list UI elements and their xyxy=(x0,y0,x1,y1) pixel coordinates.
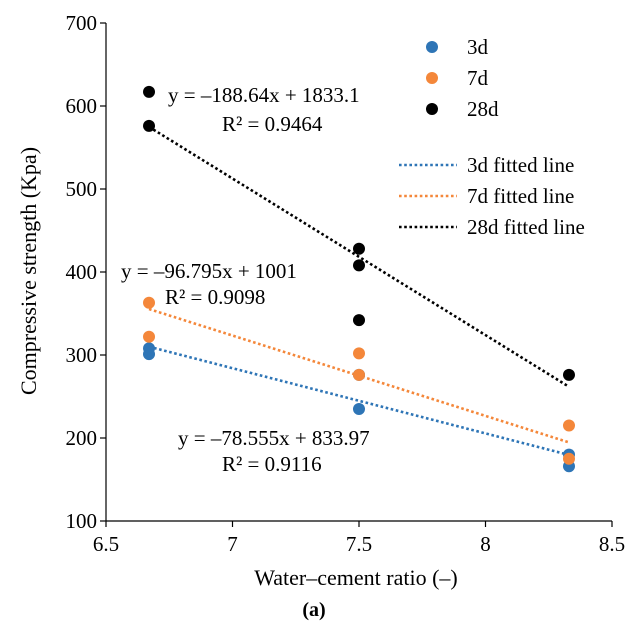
equation-7d: y = –96.795x + 1001 xyxy=(121,259,297,283)
legend-marker-28d xyxy=(426,103,438,115)
data-points xyxy=(143,85,575,473)
point-3d xyxy=(143,348,156,361)
annotations: y = –188.64x + 1833.1 R² = 0.9464 y = –9… xyxy=(121,83,370,476)
legend-marker-3d xyxy=(426,41,438,53)
figure-caption: (a) xyxy=(302,599,325,621)
legend-label-7d: 7d xyxy=(467,66,489,90)
point-28d xyxy=(353,259,365,272)
y-tick-label: 400 xyxy=(66,260,98,284)
x-axis-label: Water–cement ratio (–) xyxy=(254,565,457,590)
point-28d xyxy=(143,119,156,132)
y-tick-label: 600 xyxy=(66,94,98,118)
y-tick-label: 500 xyxy=(66,177,98,201)
y-tick-label: 300 xyxy=(66,343,98,367)
point-7d xyxy=(562,419,575,432)
axes: 100 200 300 400 500 600 700 6.5 7 7.5 8 8.5 xyxy=(66,11,626,556)
y-tick-label: 100 xyxy=(66,509,98,533)
point-7d xyxy=(353,368,365,381)
point-7d xyxy=(143,296,156,309)
equation-3d: y = –78.555x + 833.97 xyxy=(178,426,370,450)
x-tick-label: 7 xyxy=(227,532,238,556)
point-7d xyxy=(143,330,156,343)
point-28d xyxy=(353,314,365,327)
legend-label-3d: 3d xyxy=(467,35,489,59)
legend-label-3d-fit: 3d fitted line xyxy=(467,153,574,177)
x-tick-label: 8 xyxy=(480,532,491,556)
r2-28d: R² = 0.9464 xyxy=(222,112,323,136)
legend-label-28d: 28d xyxy=(467,97,499,121)
point-7d xyxy=(353,347,365,360)
x-tick-label: 6.5 xyxy=(93,532,119,556)
legend: 3d 7d 28d 3d fitted line 7d fitted line 28d f… xyxy=(399,35,585,239)
x-tick-label: 8.5 xyxy=(599,532,625,556)
point-7d xyxy=(562,452,575,465)
legend-label-28d-fit: 28d fitted line xyxy=(467,215,585,239)
y-tick-label: 200 xyxy=(66,426,98,450)
point-28d xyxy=(143,85,156,98)
r2-7d: R² = 0.9098 xyxy=(165,285,265,309)
legend-label-7d-fit: 7d fitted line xyxy=(467,184,574,208)
y-axis-label: Compressive strength (Kpa) xyxy=(16,147,41,395)
x-tick-label: 7.5 xyxy=(346,532,372,556)
equation-28d: y = –188.64x + 1833.1 xyxy=(168,83,360,107)
point-3d xyxy=(353,402,365,415)
legend-marker-7d xyxy=(426,72,438,84)
point-28d xyxy=(353,242,365,255)
r2-3d: R² = 0.9116 xyxy=(222,452,322,476)
y-tick-label: 700 xyxy=(66,11,98,35)
point-28d xyxy=(562,368,575,381)
fit-line-28d xyxy=(148,125,570,388)
